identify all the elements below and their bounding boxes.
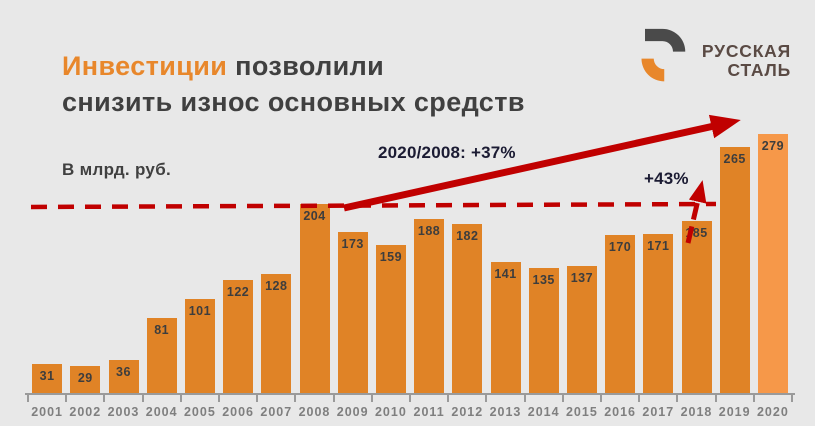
x-axis-tick [523,395,526,402]
x-axis-tick [370,395,373,402]
bar-2014: 135 [528,268,559,393]
x-axis-tick [141,395,144,402]
bar-value-label-2009: 173 [341,237,364,251]
bar-2019: 265 [719,147,750,393]
x-axis-label-2013: 2013 [489,405,522,419]
title-line-1: Инвестиции позволили [62,48,525,84]
russian-steel-logo-icon [641,28,686,82]
bar-2010: 159 [375,245,406,393]
x-axis-tick [65,395,68,402]
bar-2020: 279 [757,134,788,393]
x-axis-tick [332,395,335,402]
x-axis-tick [103,395,106,402]
x-axis-tick [638,395,641,402]
x-axis-label-2012: 2012 [451,405,484,419]
x-axis-tick [447,395,450,402]
bar-2009: 173 [337,232,368,393]
logo-text-line-1: РУССКАЯ [701,41,791,61]
bar-2011: 188 [414,219,445,393]
x-axis-tick [752,395,755,402]
x-axis-label-2019: 2019 [718,405,751,419]
bar-value-label-2006: 122 [226,285,250,299]
x-axis-label-2015: 2015 [565,405,598,419]
units-label: В млрд. руб. [62,160,172,179]
bar-value-label-2007: 128 [265,279,288,293]
bar-2018: 185 [681,221,712,393]
bar-value-label-2013: 141 [494,267,517,281]
bar-value-label-2016: 170 [608,240,632,254]
bar-2017: 171 [643,234,674,393]
x-axis-label-2003: 2003 [107,405,140,419]
company-logo: РУССКАЯ СТАЛЬ [638,26,791,86]
bar-value-label-2005: 101 [188,304,212,318]
x-axis-label-2016: 2016 [604,405,636,419]
bar-value-label-2020: 279 [761,139,785,153]
bar-2016: 170 [605,235,636,393]
bar-value-label-2018: 185 [685,226,708,240]
x-axis-label-2002: 2002 [69,405,102,419]
x-axis-tick [600,395,602,402]
x-axis-tick [409,395,411,402]
annotation-total-growth: 2020/2008: +37% [378,143,516,162]
bar-2001: 31 [32,364,63,393]
bar-chart: 31 2001 29 2002 36 2003 81 2004 101 2005 122 2006 12… [25,0,795,419]
bar-value-label-2010: 159 [379,250,403,264]
x-axis-label-2014: 2014 [527,405,560,419]
x-axis-label-2006: 2006 [222,405,254,419]
x-axis-tick [256,395,259,402]
bar-value-label-2003: 36 [116,365,131,379]
logo-text-line-2: СТАЛЬ [727,60,791,80]
bar-value-label-2002: 29 [77,371,93,385]
x-axis-label-2007: 2007 [260,405,293,419]
bar-value-label-2011: 188 [417,224,441,238]
x-axis-line [25,393,795,395]
bar-value-label-2008: 204 [303,209,326,223]
x-axis-tick [294,395,297,402]
bar-2013: 141 [490,262,521,393]
bar-value-label-2004: 81 [154,323,170,337]
x-axis-tick [561,395,564,402]
x-axis-tick [485,395,488,402]
bar-value-label-2015: 137 [570,271,594,285]
x-axis-tick [218,395,220,402]
x-axis-tick [27,395,29,402]
bar-value-label-2017: 171 [647,239,670,253]
logo-text: РУССКАЯ СТАЛЬ [702,42,791,80]
x-axis-label-2008: 2008 [298,405,331,419]
annotation-recent-growth: +43% [644,169,689,188]
x-axis-tick [791,395,793,402]
x-axis-label-2018: 2018 [680,405,713,419]
x-axis-label-2011: 2011 [413,405,445,419]
x-axis-label-2020: 2020 [756,405,789,419]
bar-2015: 137 [566,266,597,393]
x-axis-label-2017: 2017 [642,405,675,419]
title-rest: позволили [235,51,385,81]
bar-2002: 29 [70,366,101,393]
title-line-2: снизить износ основных средств [62,87,525,117]
x-axis-label-2010: 2010 [374,405,407,419]
bar-value-label-2001: 31 [39,369,55,383]
bar-2006: 122 [223,280,254,393]
bar-value-label-2012: 182 [456,229,479,243]
bar-2003: 36 [108,360,139,393]
title-highlight: Инвестиции [62,51,228,81]
x-axis-label-2001: 2001 [31,405,63,419]
bar-value-label-2019: 265 [723,152,746,166]
x-axis-tick [676,395,679,402]
bar-2004: 81 [146,318,177,393]
x-axis-label-2009: 2009 [336,405,369,419]
bar-2007: 128 [261,274,292,393]
x-axis-tick [179,395,182,402]
page-title: Инвестиции позволили снизить износ основ… [62,48,525,120]
x-axis-label-2005: 2005 [183,405,216,419]
bar-2008: 204 [299,204,330,393]
bar-2005: 101 [184,299,215,393]
bar-2012: 182 [452,224,483,393]
x-axis-tick [714,395,717,402]
bar-value-label-2014: 135 [532,273,555,287]
x-axis-label-2004: 2004 [145,405,178,419]
